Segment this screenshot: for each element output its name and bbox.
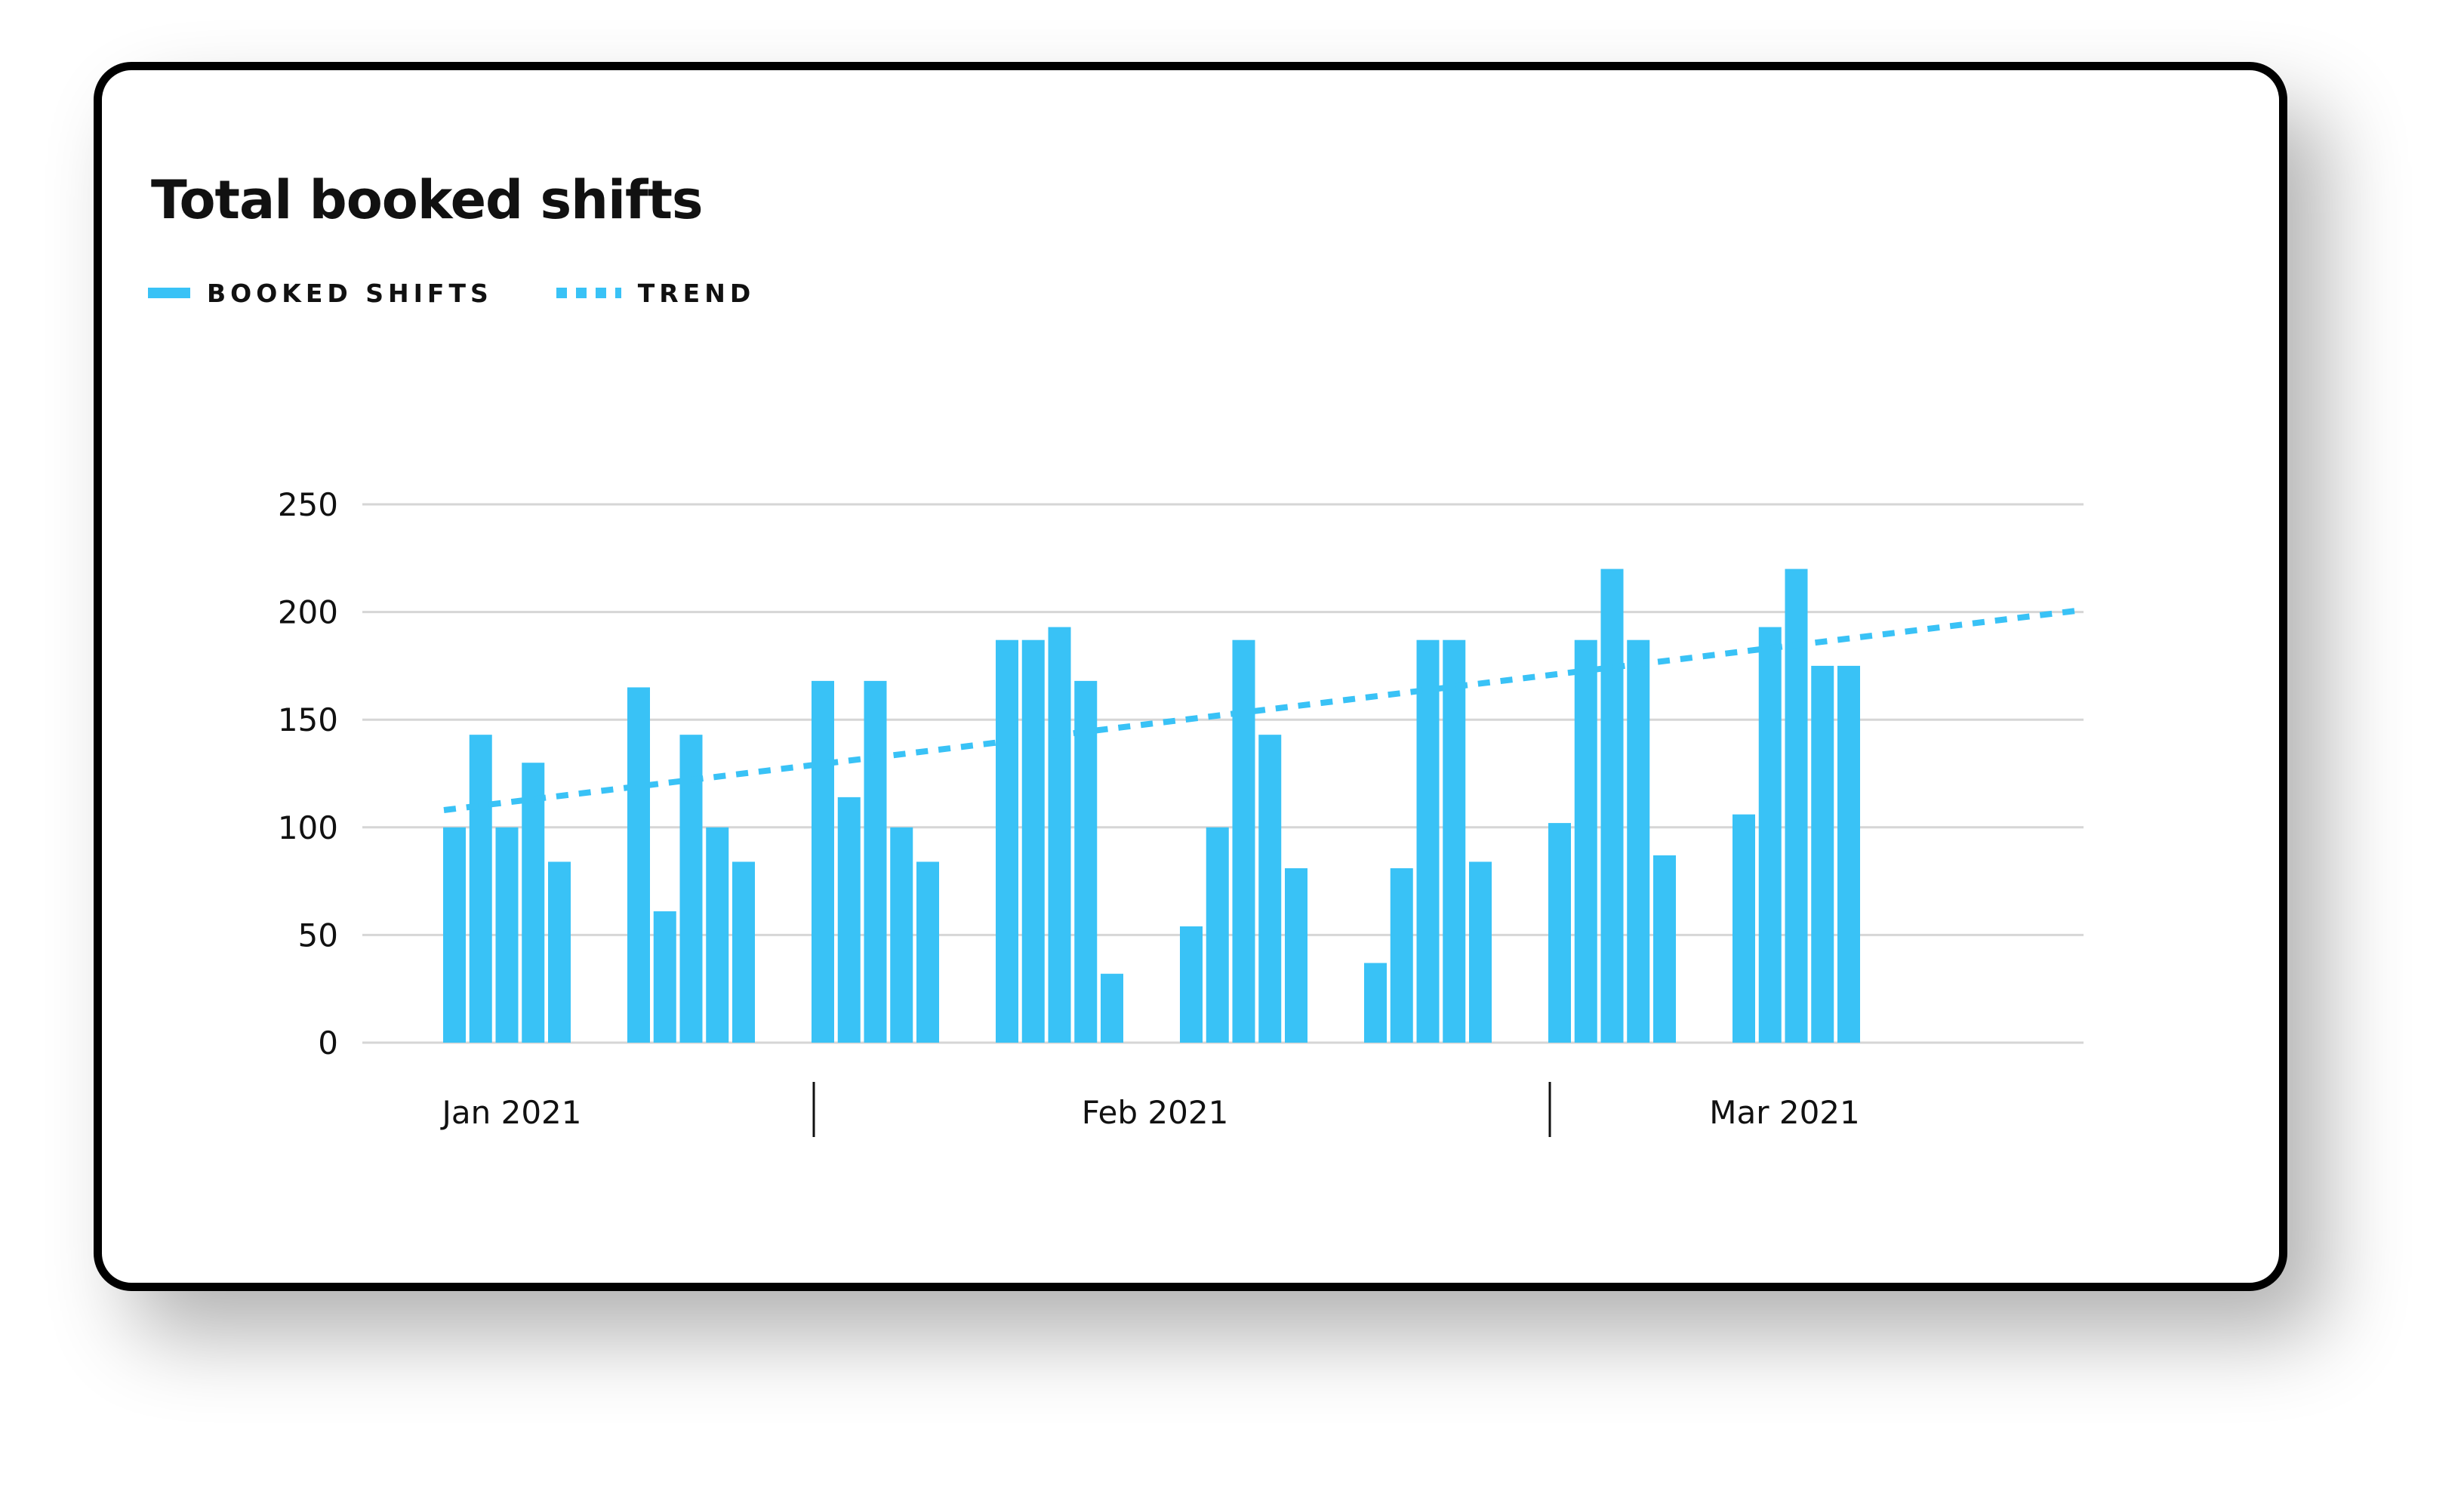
bar (996, 639, 1018, 1043)
bar (495, 827, 519, 1043)
y-tick-label: 250 (278, 486, 338, 523)
legend-swatch-solid (148, 288, 190, 298)
bar (1811, 665, 1834, 1043)
bar (1074, 680, 1098, 1043)
trend-line (443, 606, 2084, 813)
bar (1574, 639, 1597, 1043)
bar (1180, 926, 1203, 1043)
y-tick-label: 100 (278, 809, 338, 846)
bar (1390, 867, 1413, 1043)
bar (1364, 963, 1387, 1043)
x-month-label: Mar 2021 (1709, 1094, 1859, 1131)
bar (1469, 861, 1492, 1043)
bar (1021, 639, 1045, 1043)
chart-legend: BOOKED SHIFTS TREND (148, 278, 818, 308)
bar (706, 827, 729, 1043)
y-tick-label: 150 (278, 701, 338, 738)
legend-label-booked-shifts: BOOKED SHIFTS (207, 278, 493, 308)
bar (732, 861, 755, 1043)
bar (1258, 735, 1282, 1043)
bar (1758, 627, 1782, 1043)
legend-item-trend: TREND (556, 279, 755, 308)
bar (1101, 973, 1123, 1043)
legend-item-booked-shifts: BOOKED SHIFTS (148, 279, 493, 308)
bar (916, 861, 939, 1043)
bar (1443, 639, 1466, 1043)
bar (679, 735, 703, 1043)
bar (522, 763, 545, 1043)
bar (812, 680, 834, 1043)
bar (627, 687, 650, 1043)
bar (1785, 569, 1808, 1043)
chart-card (94, 62, 2287, 1291)
chart-title: Total booked shifts (151, 169, 704, 231)
bar (443, 827, 466, 1043)
bar (1232, 639, 1255, 1043)
legend-label-trend: TREND (637, 278, 756, 308)
bar (1048, 627, 1071, 1043)
bar (1732, 814, 1755, 1043)
bar (1416, 639, 1440, 1043)
bar (469, 735, 492, 1043)
bar (653, 911, 676, 1043)
bar (1837, 665, 1860, 1043)
legend-swatch-dashed (556, 288, 621, 298)
bar (1285, 867, 1307, 1043)
bar (890, 827, 913, 1043)
x-month-label: Feb 2021 (1082, 1094, 1229, 1131)
y-tick-label: 200 (278, 594, 338, 631)
bar (1627, 639, 1650, 1043)
bar (864, 680, 887, 1043)
bar (1548, 823, 1571, 1043)
bar (1600, 569, 1624, 1043)
bar (1653, 855, 1676, 1043)
y-tick-label: 0 (318, 1025, 338, 1062)
y-tick-label: 50 (298, 917, 338, 954)
bar (548, 861, 571, 1043)
bar (837, 797, 861, 1043)
bar (1206, 827, 1229, 1043)
x-month-label: Jan 2021 (440, 1094, 582, 1131)
